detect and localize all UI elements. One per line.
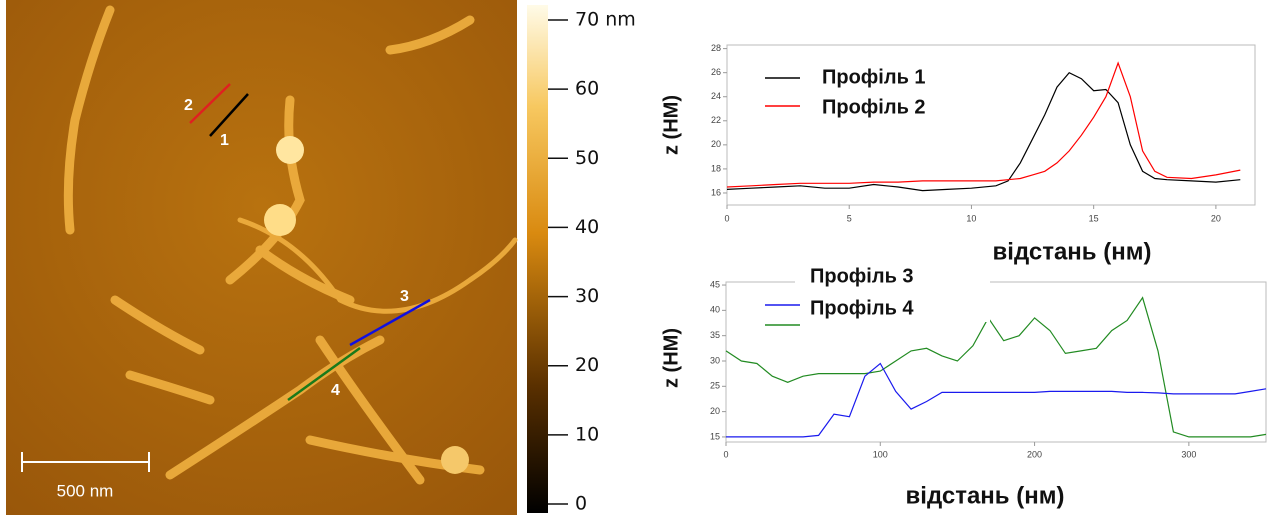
y-tick-label: 20 <box>710 406 720 416</box>
colorbar-label: 10 <box>575 423 599 445</box>
x-axis-title: відстань (нм) <box>906 482 1065 509</box>
colorbar-label: 60 <box>575 78 599 100</box>
legend-box <box>795 262 990 322</box>
colorbar <box>527 5 548 513</box>
legend-label: Профіль 4 <box>810 297 914 319</box>
profile-label: 2 <box>184 97 193 114</box>
x-tick-label: 20 <box>1211 213 1221 223</box>
y-tick-label: 30 <box>710 355 720 365</box>
profile-label: 1 <box>220 132 229 149</box>
y-tick-label: 28 <box>711 43 721 53</box>
scale-bar-label: 500 nm <box>57 481 114 500</box>
y-tick-label: 18 <box>711 163 721 173</box>
y-tick-label: 35 <box>710 330 720 340</box>
colorbar-label: 70 nm <box>575 9 636 31</box>
x-tick-label: 300 <box>1181 449 1196 459</box>
colorbar-label: 0 <box>575 493 587 515</box>
afm-image: 2 1 3 4 500 nm <box>6 0 518 515</box>
x-tick-label: 10 <box>966 213 976 223</box>
y-tick-label: 45 <box>710 279 720 289</box>
y-tick-label: 16 <box>711 187 721 197</box>
legend-label: Профіль 2 <box>822 96 926 118</box>
plot-frame <box>725 281 1267 443</box>
legend-label: Профіль 1 <box>822 66 926 88</box>
x-tick-label: 100 <box>873 449 888 459</box>
profile-label: 4 <box>331 382 340 399</box>
colorbar-label: 30 <box>575 285 599 307</box>
colorbar-label: 40 <box>575 216 599 238</box>
x-tick-label: 0 <box>723 449 728 459</box>
y-tick-label: 26 <box>711 67 721 77</box>
y-tick-label: 20 <box>711 139 721 149</box>
y-tick-label: 15 <box>710 431 720 441</box>
x-tick-label: 15 <box>1089 213 1099 223</box>
y-tick-label: 25 <box>710 381 720 391</box>
series-line <box>726 61 1241 188</box>
y-tick-label: 24 <box>711 91 721 101</box>
profile-label: 3 <box>400 288 409 305</box>
x-tick-label: 200 <box>1027 449 1042 459</box>
y-tick-label: 40 <box>710 305 720 315</box>
x-tick-label: 0 <box>724 213 729 223</box>
colorbar-label: 20 <box>575 354 599 376</box>
series-line <box>726 71 1241 192</box>
legend-label: Профіль 3 <box>810 265 914 287</box>
y-axis-title: z (НМ) <box>660 328 682 388</box>
y-tick-label: 22 <box>711 115 721 125</box>
x-axis-title: відстань (нм) <box>993 238 1152 265</box>
colorbar-label: 50 <box>575 147 599 169</box>
series-line <box>725 296 1267 438</box>
plot-frame <box>726 44 1256 206</box>
y-axis-title: z (НМ) <box>660 95 682 155</box>
x-tick-label: 5 <box>847 213 852 223</box>
series-line <box>726 362 1267 438</box>
